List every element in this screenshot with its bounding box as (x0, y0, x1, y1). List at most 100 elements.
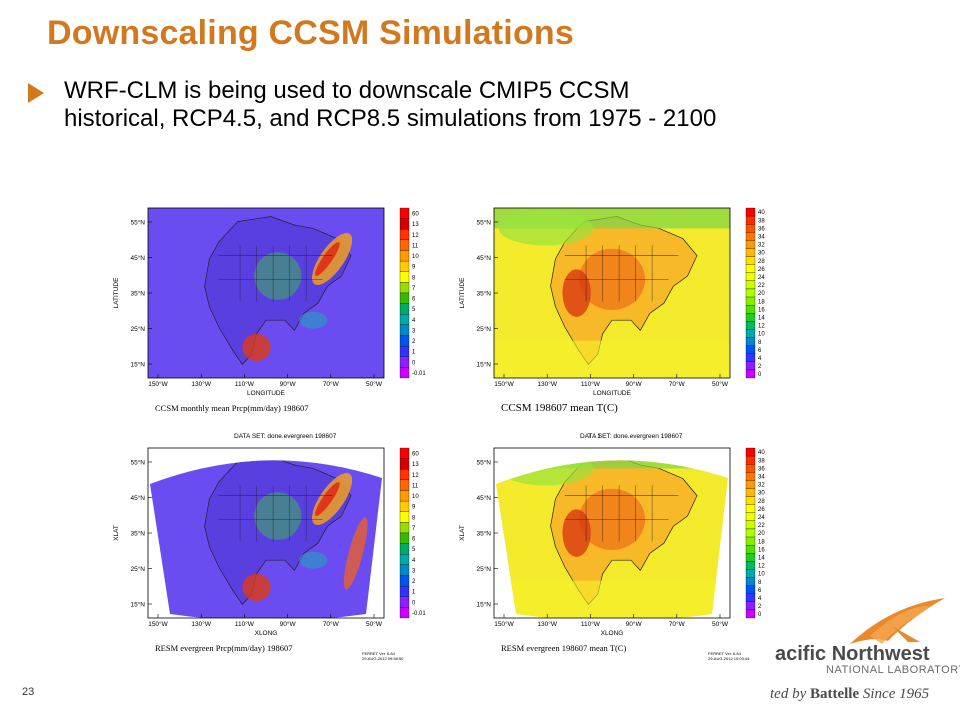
lon-tick-label: 90°W (280, 380, 297, 388)
colorbar-label: 4 (758, 596, 762, 602)
colorbar-swatch (399, 250, 410, 262)
colorbar-swatch (399, 303, 410, 315)
colorbar-label: 40 (758, 210, 765, 216)
colorbar-swatch (399, 292, 410, 304)
panel-resm-temp: T : 1 DATA SET: done.evergreen 198607 55°N… (446, 430, 786, 665)
colorbar-label: 32 (758, 483, 765, 489)
page-number: 23 (22, 686, 35, 698)
lon-tick-label: 50°W (366, 380, 383, 388)
colorbar-label: -0.01 (412, 371, 426, 377)
lon-tick-label: 150°W (494, 380, 514, 388)
lat-tick-label: 15°N (476, 601, 491, 609)
colorbar-label: 8 (412, 275, 416, 281)
lat-tick-label: 35°N (476, 530, 491, 538)
colorbar-swatch (745, 296, 756, 306)
ferret-stamp: FERRET Ver. 6.84 (708, 651, 742, 656)
colorbar-label: 9 (412, 265, 416, 271)
colorbar-label: 6 (412, 537, 416, 543)
colorbar-swatch (399, 345, 410, 357)
colorbar-swatch (745, 345, 756, 354)
colorbar-swatch (745, 520, 756, 530)
lon-tick-label: 150°W (148, 620, 168, 628)
colorbar-swatch (745, 280, 756, 290)
colorbar-label: 22 (758, 283, 765, 289)
y-axis-label: LATITUDE (113, 277, 120, 309)
colorbar-label: 32 (758, 243, 765, 249)
y-axis-label: LATITUDE (459, 277, 466, 309)
lat-tick-label: 25°N (130, 325, 145, 333)
colorbar-swatch (745, 224, 756, 233)
lon-tick-label: 110°W (235, 380, 255, 388)
lat-tick-label: 45°N (476, 254, 491, 262)
colorbar-swatch (745, 553, 756, 562)
colorbar-label: 22 (758, 523, 765, 529)
colorbar-label: 1 (412, 350, 416, 356)
logo-tagline: ted by Battelle Since 1965 (770, 686, 929, 703)
colorbar-label: 0 (412, 600, 416, 606)
lat-tick-label: 25°N (130, 565, 145, 573)
lat-tick-label: 35°N (130, 530, 145, 538)
resm-precip-map: DATA SET: done.evergreen 198607 55°N 45°N 3… (113, 433, 426, 661)
colorbar-swatch (745, 353, 756, 362)
colorbar-label: 10 (758, 572, 765, 578)
colorbar-label: 7 (412, 526, 416, 532)
colorbar-swatch (399, 522, 410, 534)
colorbar-swatch (399, 229, 410, 241)
colorbar-label: 28 (758, 259, 765, 265)
logo-tag-brand: Battelle (809, 686, 860, 702)
colorbar-label: 2 (758, 604, 762, 610)
colorbar-swatch (399, 356, 410, 368)
colorbar-swatch (745, 472, 756, 481)
colorbar-label: 13 (412, 462, 419, 468)
colorbar-label: 38 (758, 458, 765, 464)
x-axis-label: LONGITUDE (593, 390, 632, 397)
colorbar-label: 14 (758, 555, 765, 561)
colorbar-swatch (745, 264, 756, 273)
colorbar-swatch (745, 240, 756, 249)
colorbar-swatch (745, 512, 756, 522)
lat-tick-label: 15°N (130, 601, 145, 609)
colorbar-label: 6 (758, 348, 762, 354)
bullet-line-1: WRF-CLM is being used to downscale CMIP5… (64, 77, 630, 104)
colorbar-swatch (745, 561, 756, 570)
lat-tick-label: 45°N (130, 494, 145, 502)
bullet-line-2: historical, RCP4.5, and RCP8.5 simulatio… (64, 105, 717, 132)
lon-tick-label: 110°W (581, 620, 601, 628)
colorbar-label: 2 (412, 579, 416, 585)
colorbar-swatch (399, 218, 410, 230)
colorbar-swatch (399, 575, 410, 587)
colorbar-swatch (745, 455, 756, 465)
lat-tick-label: 15°N (476, 361, 491, 369)
colorbar-swatch (399, 367, 410, 379)
colorbar-label: 34 (758, 235, 765, 241)
lon-tick-label: 150°W (494, 620, 514, 628)
panel-caption: RESM evergreen 198607 mean T(C) (501, 643, 626, 653)
lat-tick-label: 25°N (476, 565, 491, 573)
colorbar-label: 16 (758, 547, 765, 553)
colorbar-swatch (745, 528, 756, 538)
logo-tag-prefix: ted by (770, 686, 810, 702)
colorbar-swatch (399, 607, 410, 619)
lon-tick-label: 110°W (581, 380, 601, 388)
colorbar-swatch (399, 500, 410, 512)
colorbar-swatch (399, 554, 410, 566)
colorbar-swatch (745, 369, 756, 379)
colorbar-label: 18 (758, 299, 765, 305)
lat-tick-label: 55°N (476, 459, 491, 467)
lon-tick-label: 130°W (191, 620, 211, 628)
colorbar-label: 10 (412, 494, 419, 500)
lon-tick-label: 70°W (323, 620, 340, 628)
lon-tick-label: 50°W (366, 620, 383, 628)
colorbar-swatch (745, 480, 756, 489)
panel-caption: RESM evergreen Prcp(mm/day) 198607 (155, 643, 292, 653)
colorbar-label: 10 (758, 332, 765, 338)
panel-header-left: T : 1 (588, 433, 601, 440)
colorbar-label: 0 (412, 360, 416, 366)
lat-tick-label: 55°N (476, 219, 491, 227)
colorbar-swatch (399, 469, 410, 481)
colorbar-label: 26 (758, 507, 765, 513)
lon-tick-label: 90°W (626, 620, 643, 628)
colorbar-label: 13 (412, 222, 419, 228)
